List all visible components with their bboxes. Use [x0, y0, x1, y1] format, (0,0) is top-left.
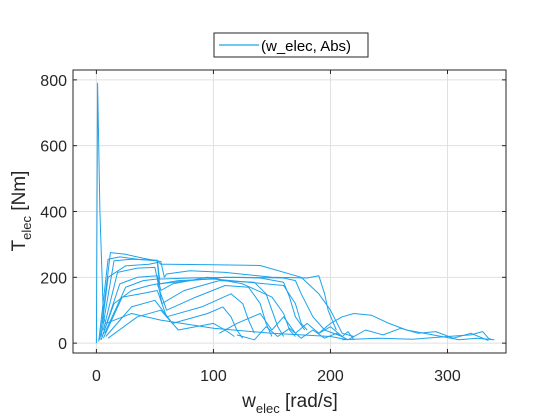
series-line-segment	[101, 275, 296, 337]
series-line-segment	[98, 256, 355, 342]
x-tick-label: 100	[200, 368, 227, 385]
series-line-segment	[102, 266, 306, 331]
series-line-segment	[236, 326, 349, 341]
series-line-segment	[102, 290, 255, 339]
y-tick-label: 0	[58, 336, 67, 353]
series-line-segment	[100, 258, 343, 337]
series-line-segment	[104, 278, 285, 337]
y-tick-label: 600	[40, 139, 67, 156]
series-line-segment	[100, 283, 273, 340]
y-tick-label: 200	[40, 270, 67, 287]
y-tick-label: 400	[40, 205, 67, 222]
x-tick-label: 0	[92, 368, 101, 385]
series-line-segment	[219, 313, 355, 341]
ticks: 0 100 200 300 0 200 400 600 800	[40, 70, 506, 385]
y-tick-label: 800	[40, 73, 67, 90]
legend: (w_elec, Abs)	[213, 32, 369, 58]
series-line-segment	[318, 313, 495, 341]
plot-lines	[95, 82, 495, 344]
series-line-segment	[99, 252, 337, 340]
x-tick-label: 200	[317, 368, 344, 385]
x-axis-label: welec [rad/s]	[241, 391, 338, 416]
x-tick-label: 300	[434, 368, 461, 385]
series-line-segment	[342, 331, 493, 341]
series-line-segment	[101, 262, 308, 331]
y-axis-label: Telec [Nm]	[9, 171, 34, 252]
series-line-segment	[105, 299, 244, 339]
legend-entry: (w_elec, Abs)	[261, 38, 351, 55]
